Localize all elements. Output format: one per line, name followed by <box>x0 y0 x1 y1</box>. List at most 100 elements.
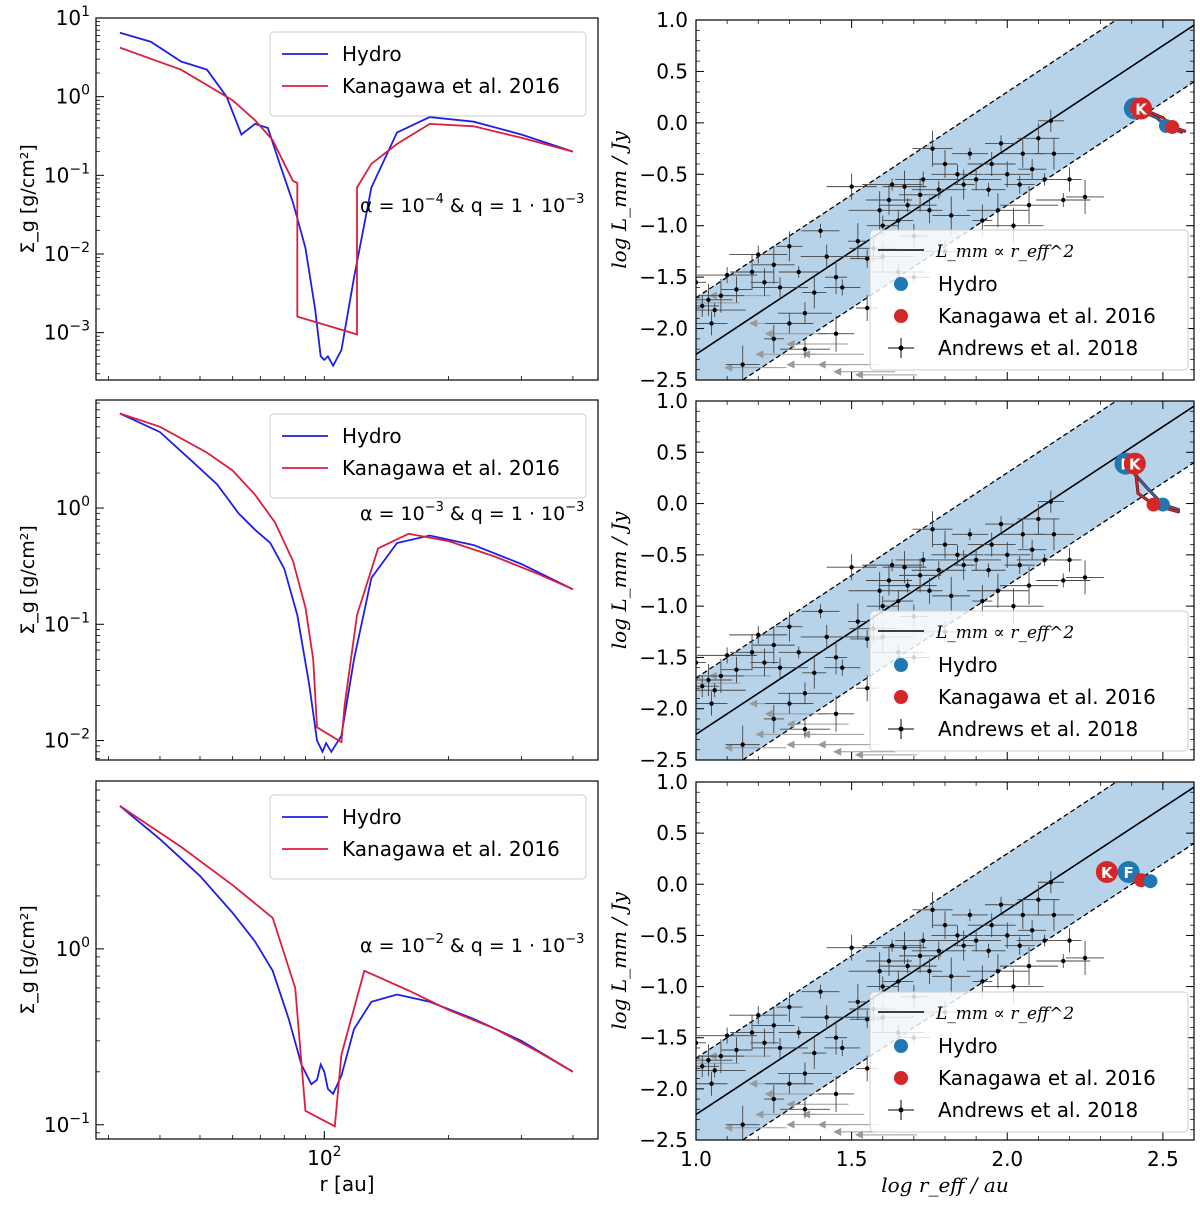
y-tick-label: 100 <box>56 494 90 520</box>
legend-hydro-label: Hydro <box>938 1034 998 1058</box>
upper-limit-arrow <box>749 319 758 328</box>
upper-limit-arrow <box>724 363 733 372</box>
data-point <box>877 208 882 213</box>
upper-limit-arrow <box>786 340 795 348</box>
data-point <box>949 213 954 218</box>
data-point <box>1017 943 1022 948</box>
hydro-profile-line <box>119 31 574 368</box>
band-upper-edge <box>696 401 1118 679</box>
kanagawa-marker <box>1130 97 1153 120</box>
data-point <box>1011 603 1016 609</box>
data-point <box>700 303 705 309</box>
y-axis-label: Σ_g [g/cm²] <box>17 905 39 1014</box>
upper-limit-arrow <box>755 730 764 739</box>
data-point <box>849 564 854 570</box>
data-point <box>905 963 910 969</box>
data-point <box>824 1015 829 1020</box>
legend-kanagawa-label: Kanagawa et al. 2016 <box>938 685 1156 709</box>
marker-letter: F <box>1124 864 1134 882</box>
x-axis-label: log r_eff / au <box>881 1173 1008 1197</box>
data-point <box>718 673 724 679</box>
legend-kanagawa-swatch <box>894 309 908 323</box>
data-point <box>921 177 926 182</box>
data-point <box>864 256 870 261</box>
data-point <box>855 238 861 244</box>
data-point <box>880 223 885 228</box>
data-point <box>777 285 783 290</box>
data-point <box>771 642 777 648</box>
luminosity-panel-3: K F1.00.50.0−0.5−1.0−1.5−2.0−2.51.0 1.5 2.0… <box>607 770 1195 1197</box>
legend-kanagawa-label: Kanagawa et al. 2016 <box>938 1066 1156 1090</box>
legend-hydro-label: Hydro <box>938 272 998 296</box>
upper-limit-arrow <box>854 750 863 759</box>
y-axis-label: log L_mm / Jy <box>607 511 631 649</box>
data-point <box>921 557 926 563</box>
data-point <box>973 177 979 182</box>
legend-kanagawa-label: Kanagawa et al. 2016 <box>342 837 560 861</box>
x-tick-label: 2.0 <box>991 1147 1023 1171</box>
data-point <box>967 912 973 918</box>
y-tick-label: 1.0 <box>656 389 688 413</box>
data-point <box>927 588 932 593</box>
data-point <box>1082 575 1088 580</box>
data-point <box>796 650 801 655</box>
data-point <box>740 742 745 747</box>
y-tick-label: −1.5 <box>639 1026 688 1050</box>
data-point <box>824 254 829 259</box>
upper-limit-arrow <box>786 720 795 729</box>
y-axis-label: Σ_g [g/cm²] <box>17 525 39 634</box>
legend-kanagawa-swatch <box>894 1071 908 1085</box>
data-point <box>818 609 823 614</box>
data-point <box>961 182 966 187</box>
y-tick-label: 0.0 <box>656 872 688 896</box>
legend: Hydro Kanagawa et al. 2016 <box>269 413 587 499</box>
data-point <box>724 272 730 278</box>
data-point <box>833 711 839 717</box>
legend-relation-label: L_mm ∝ r_eff^2 <box>935 623 1074 643</box>
band-upper-edge <box>696 782 1118 1059</box>
y-tick-label: −0.5 <box>639 923 688 947</box>
data-point <box>917 192 923 198</box>
axes-frame <box>95 399 599 761</box>
data-point <box>756 252 761 257</box>
upper-limit-arrow <box>764 329 773 338</box>
data-point <box>989 161 994 167</box>
legend-andrews-label: Andrews et al. 2018 <box>938 1098 1138 1122</box>
data-point <box>802 1107 808 1112</box>
legend-hydro-label: Hydro <box>342 424 402 448</box>
data-point <box>712 307 717 313</box>
kanagawa-profile-line <box>119 46 574 336</box>
data-point <box>1029 928 1035 933</box>
data-point <box>833 1035 839 1040</box>
hydro-profile-line <box>119 412 574 754</box>
data-point <box>886 578 892 583</box>
data-point <box>1036 516 1041 522</box>
data-point <box>724 1033 730 1038</box>
data-point <box>1029 166 1035 172</box>
data-point <box>986 187 991 192</box>
y-tick-label: 1.0 <box>656 8 688 32</box>
legend: Hydro Kanagawa et al. 2016 <box>269 794 587 880</box>
data-point <box>840 665 845 670</box>
y-tick-label: −0.5 <box>639 162 688 186</box>
data-point <box>833 655 839 660</box>
data-point <box>942 161 948 167</box>
data-point <box>706 297 711 302</box>
data-point <box>1026 583 1032 588</box>
data-point <box>709 321 714 326</box>
data-point <box>709 1081 714 1086</box>
y-tick-label: 10−2 <box>44 240 90 266</box>
legend-hydro-swatch <box>894 277 908 291</box>
hydro-profile-line <box>119 805 574 1096</box>
data-point <box>812 670 817 676</box>
data-point <box>1051 912 1057 918</box>
legend-box <box>269 413 587 499</box>
data-point <box>718 293 724 298</box>
hydro-marker <box>1117 861 1140 884</box>
legend-andrews-swatch <box>898 345 904 351</box>
data-point <box>1005 172 1010 177</box>
axes-frame <box>95 780 599 1140</box>
data-point <box>889 562 895 568</box>
data-point <box>740 362 745 367</box>
data-point <box>998 141 1004 146</box>
